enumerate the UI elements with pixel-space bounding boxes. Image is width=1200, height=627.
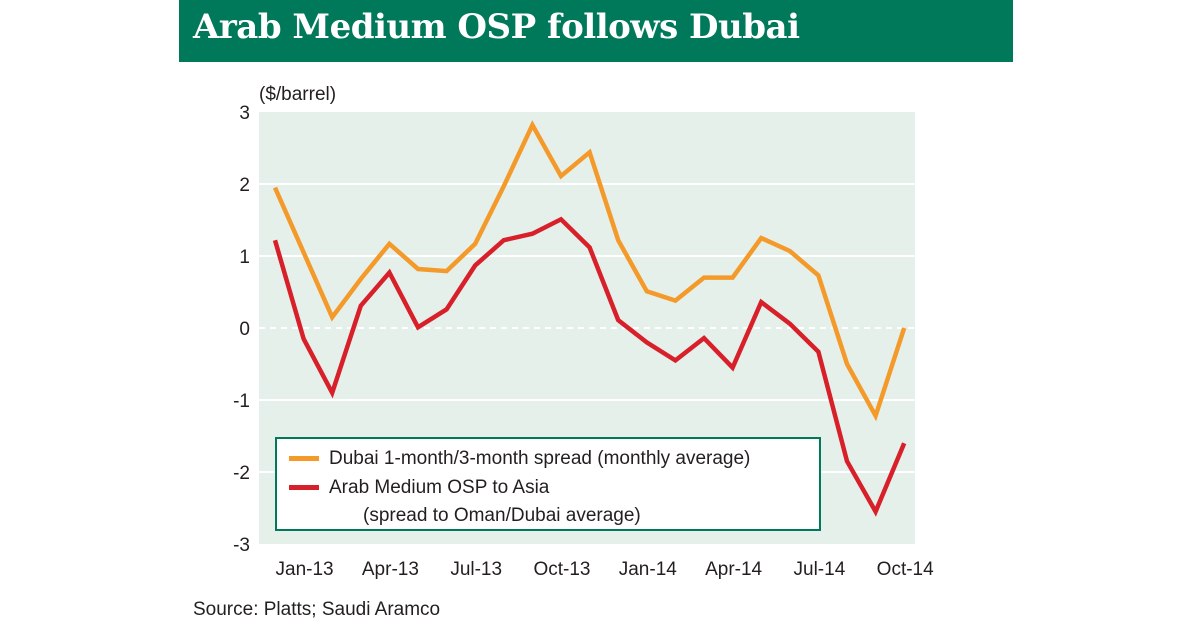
legend-sublabel-arab-medium: (spread to Oman/Dubai average) <box>363 505 641 526</box>
y-tick-label: -2 <box>233 463 250 484</box>
x-tick-label: Apr-13 <box>362 559 419 580</box>
legend-swatch-dubai <box>289 456 319 462</box>
x-tick-label: Jan-14 <box>619 559 678 580</box>
x-tick-label: Oct-13 <box>533 559 590 580</box>
legend-label-arab-medium: Arab Medium OSP to Asia <box>329 477 550 498</box>
x-tick-label: Jan-13 <box>276 559 334 580</box>
x-tick-label: Oct-14 <box>877 559 934 580</box>
y-tick-label: 2 <box>239 175 250 196</box>
y-tick-label: -1 <box>233 391 250 412</box>
y-tick-label: 3 <box>239 103 250 124</box>
y-axis-ticks: 3 2 1 0 -1 -2 -3 <box>233 103 250 556</box>
x-tick-label: Apr-14 <box>705 559 762 580</box>
series-lines <box>272 120 907 517</box>
series-line-arab-medium <box>272 216 907 517</box>
x-tick-label: Jul-13 <box>450 559 502 580</box>
legend-item-arab-medium: Arab Medium OSP to Asia <box>289 477 549 499</box>
y-tick-label: 1 <box>239 247 250 268</box>
source-note: Source: Platts; Saudi Aramco <box>193 599 441 620</box>
y-tick-label: -3 <box>233 535 250 556</box>
chart-title: Arab Medium OSP follows Dubai <box>193 7 800 47</box>
y-axis-unit-label: ($/barrel) <box>259 84 337 105</box>
x-tick-label: Jul-14 <box>794 559 846 580</box>
legend-item-dubai: Dubai 1-month/3-month spread (monthly av… <box>289 448 750 470</box>
legend-swatch-arab-medium <box>289 485 319 491</box>
y-tick-label: 0 <box>239 319 250 340</box>
series-line-dubai <box>272 120 907 422</box>
x-axis-ticks: Jan-13 Apr-13 Jul-13 Oct-13 Jan-14 Apr-14 Jul-… <box>276 559 935 580</box>
title-bar: Arab Medium OSP follows Dubai <box>179 0 1013 62</box>
legend: Dubai 1-month/3-month spread (monthly av… <box>275 437 821 531</box>
legend-label-dubai: Dubai 1-month/3-month spread (monthly av… <box>329 448 751 469</box>
